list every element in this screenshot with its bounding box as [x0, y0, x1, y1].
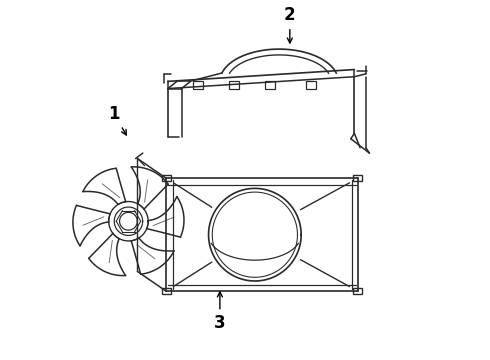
Bar	[162, 175, 171, 181]
Text: 1: 1	[108, 105, 126, 135]
Text: 3: 3	[214, 292, 226, 332]
Text: 2: 2	[284, 6, 295, 43]
Bar	[353, 175, 363, 181]
Bar	[194, 81, 203, 89]
Bar	[162, 288, 171, 294]
Bar	[306, 81, 317, 89]
Bar	[229, 81, 239, 89]
Bar	[265, 81, 275, 89]
Bar	[353, 288, 363, 294]
